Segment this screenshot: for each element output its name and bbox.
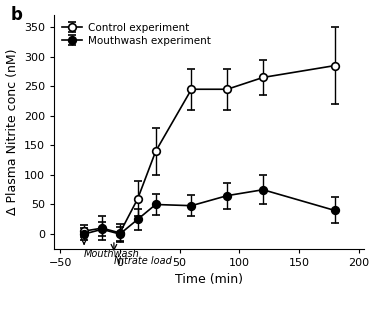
Text: Mouthwash: Mouthwash bbox=[84, 249, 140, 259]
Legend: Control experiment, Mouthwash experiment: Control experiment, Mouthwash experiment bbox=[60, 21, 213, 48]
Y-axis label: Δ Plasma Nitrite conc (nM): Δ Plasma Nitrite conc (nM) bbox=[6, 49, 18, 215]
Text: b: b bbox=[11, 6, 23, 24]
Text: Nitrate load: Nitrate load bbox=[114, 256, 172, 266]
X-axis label: Time (min): Time (min) bbox=[176, 273, 243, 286]
